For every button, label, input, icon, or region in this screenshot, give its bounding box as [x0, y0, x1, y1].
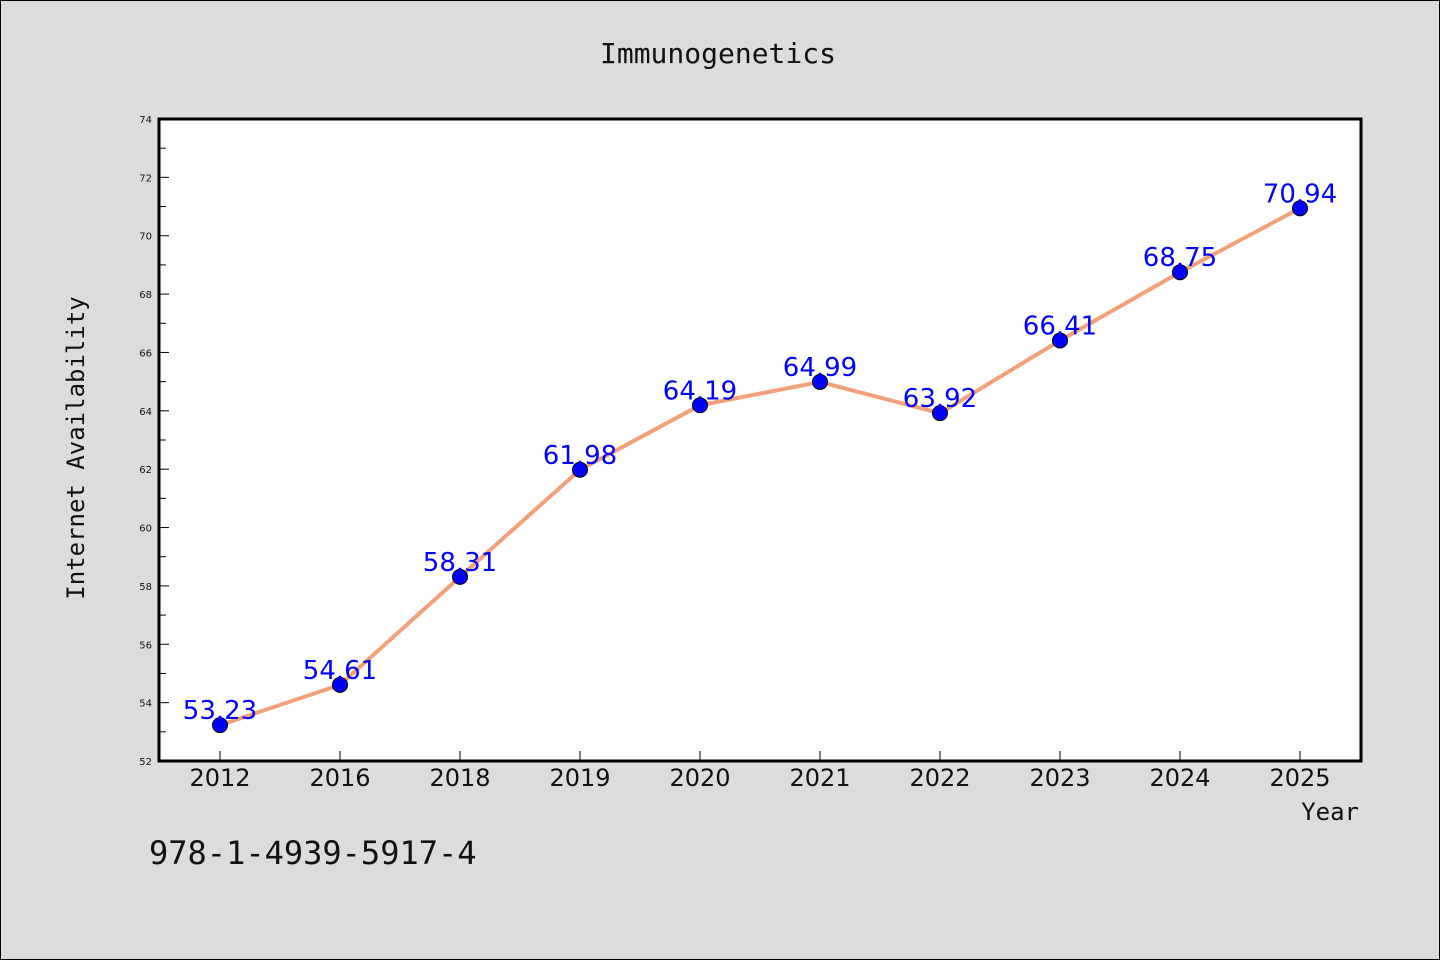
data-point	[212, 717, 228, 734]
y-tick-label: 58	[139, 582, 152, 593]
x-tick-label: 2024	[1149, 764, 1210, 792]
data-point	[1052, 332, 1068, 349]
x-tick-label: 2012	[189, 764, 250, 792]
data-point	[812, 373, 828, 390]
data-label: 68.75	[1143, 243, 1217, 273]
data-label: 63.92	[903, 384, 977, 414]
data-label: 54.61	[303, 656, 377, 686]
data-labels-group: 53.23 54.61 58.31 61.98 64.19 64.99 63.92 66.41…	[183, 179, 1337, 726]
data-label: 53.23	[183, 696, 257, 726]
data-point	[572, 461, 588, 478]
data-label: 64.99	[783, 353, 857, 383]
data-point	[932, 405, 948, 422]
y-tick-label: 54	[139, 699, 152, 710]
data-label: 70.94	[1263, 179, 1337, 209]
x-tick-label: 2023	[1029, 764, 1090, 792]
data-point	[1172, 264, 1188, 281]
y-tick-label: 74	[139, 115, 152, 126]
x-tick-label: 2022	[909, 764, 970, 792]
y-axis: 52 54 56 58 60 62 64 66 68 70 72 74	[139, 115, 169, 768]
data-label: 58.31	[423, 548, 497, 578]
x-axis: 2012 2016 2018 2019 2020 2021 2022 2023 2024 2025	[189, 751, 1331, 792]
x-tick-label: 2025	[1269, 764, 1330, 792]
data-point	[332, 676, 348, 693]
y-tick-label: 62	[139, 465, 152, 476]
data-label: 66.41	[1023, 311, 1097, 341]
series-line	[219, 206, 1301, 728]
y-tick-label: 56	[139, 640, 152, 651]
y-tick-label: 66	[139, 348, 152, 359]
x-tick-label: 2019	[549, 764, 610, 792]
y-axis-label: Internet Availability	[62, 296, 90, 599]
data-point	[692, 397, 708, 414]
plot-area	[157, 117, 1363, 763]
x-tick-label: 2021	[789, 764, 850, 792]
y-tick-label: 64	[139, 407, 152, 418]
isbn-text: 978-1-4939-5917-4	[149, 834, 477, 872]
data-point	[1292, 200, 1308, 217]
y-tick-label: 70	[139, 232, 152, 243]
data-label: 64.19	[663, 376, 737, 406]
x-tick-label: 2020	[669, 764, 730, 792]
markers-group	[212, 200, 1308, 734]
data-point	[452, 568, 468, 585]
y-tick-label: 52	[139, 757, 152, 768]
series-line-group	[219, 206, 1301, 728]
y-tick-label: 72	[139, 173, 152, 184]
x-tick-label: 2016	[309, 764, 370, 792]
data-label: 61.98	[543, 441, 617, 471]
y-tick-label: 68	[139, 290, 152, 301]
y-tick-label: 60	[139, 524, 152, 535]
chart-title: Immunogenetics	[600, 37, 836, 70]
x-tick-label: 2018	[429, 764, 490, 792]
x-axis-label: Year	[1301, 798, 1359, 826]
